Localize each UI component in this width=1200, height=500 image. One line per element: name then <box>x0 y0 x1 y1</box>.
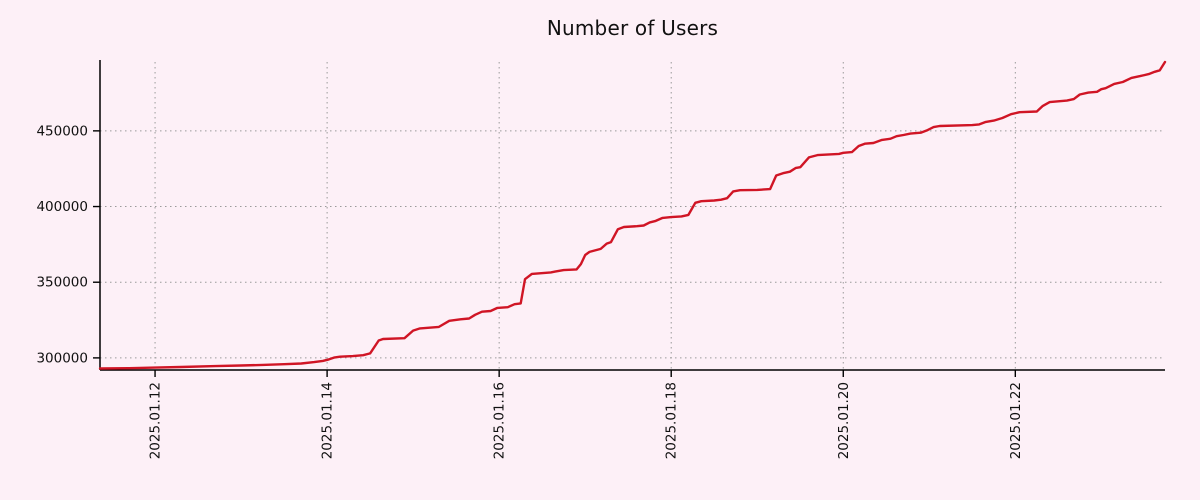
chart-plot-svg: 300000 350000 400000 450000 2025.01.12 2025.0… <box>36 60 1167 459</box>
chart-title: Number of Users <box>546 16 719 40</box>
y-tick-label: 350000 <box>36 275 88 291</box>
plot-area <box>100 62 1165 370</box>
x-tick-label: 2025.01.12 <box>148 382 164 459</box>
y-tick-label: 400000 <box>36 199 88 215</box>
x-tick-label: 2025.01.22 <box>1008 382 1024 459</box>
x-tick-label: 2025.01.16 <box>492 382 508 459</box>
x-tick-label: 2025.01.20 <box>836 382 852 459</box>
y-tick-label: 300000 <box>36 350 88 366</box>
x-tick-label: 2025.01.14 <box>320 382 336 459</box>
x-tick-label: 2025.01.18 <box>664 382 680 459</box>
series-line-users <box>98 60 1167 370</box>
y-tick-label: 450000 <box>36 123 88 139</box>
